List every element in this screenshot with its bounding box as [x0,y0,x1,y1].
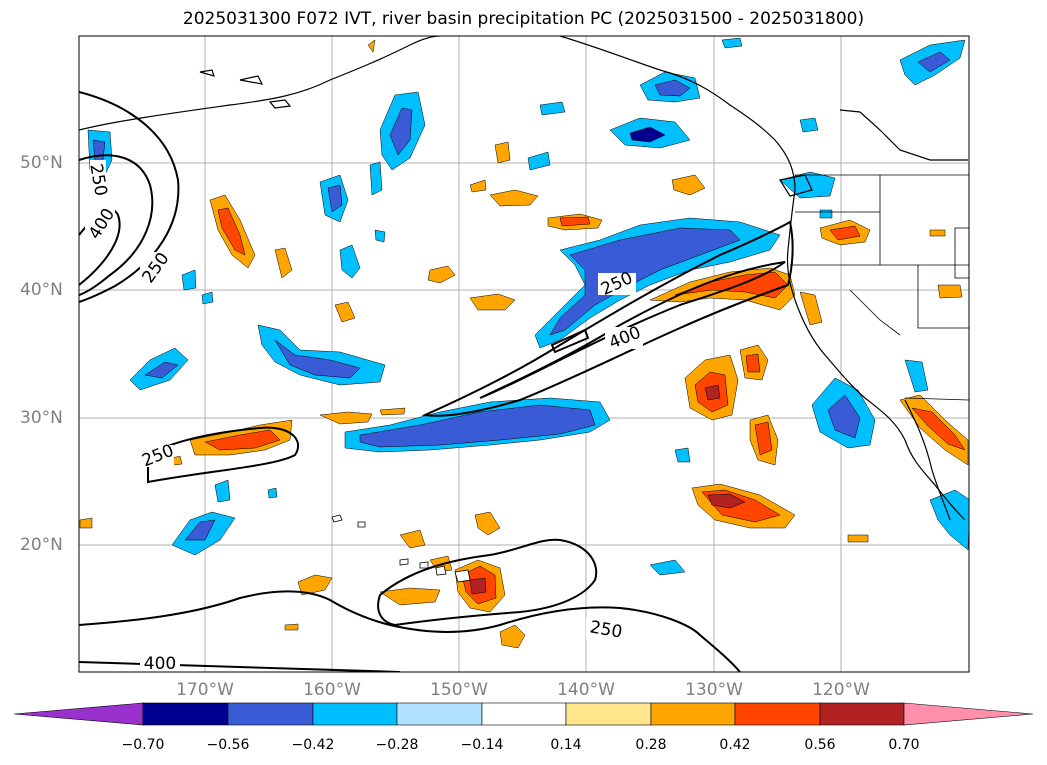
colorbar-tick-label: −0.28 [375,737,419,753]
longitude-label: 160°W [303,680,361,700]
longitude-label: 170°W [176,680,234,700]
ivt-contour-labels: 250 400 250 250 400 250 250 400 [85,160,644,674]
longitude-label: 150°W [430,680,488,700]
longitude-label: 140°W [557,680,615,700]
latitude-label: 40°N [20,280,63,300]
colorbar-tick-label: 0.56 [804,737,836,753]
map-title: 2025031300 F072 IVT, river basin precipi… [182,9,865,29]
colorbar-tick-label: 0.42 [719,737,751,753]
map-frame [78,35,970,673]
colorbar-segment [565,702,652,726]
colorbar-tick-label: 0.28 [635,737,667,753]
colorbar-segment [312,702,398,726]
positive-precip-pc-shading [79,39,969,649]
ivt-contours [79,91,794,672]
colorbar-under-extension [13,702,144,726]
colorbar-segment [142,702,229,726]
longitude-label: 130°W [685,680,743,700]
latitude-label: 30°N [20,408,63,428]
longitude-label: 120°W [812,680,870,700]
colorbar-tick-label: −0.70 [121,737,165,753]
colorbar-tick-label: −0.56 [206,737,250,753]
colorbar-segment [481,702,567,726]
colorbar-tick-label: −0.14 [460,737,504,753]
colorbar-tick-label: 0.14 [550,737,582,753]
map-gridlines [79,36,969,672]
latitude-label: 50°N [20,153,63,173]
latitude-label: 20°N [20,535,63,555]
colorbar-segment [227,702,314,726]
coastlines [79,36,968,521]
colorbar-segment [650,702,736,726]
contour-label: 250 [85,162,110,197]
contour-label: 400 [144,654,176,674]
colorbar [13,702,1034,726]
colorbar-segment [734,702,821,726]
negative-precip-pc-shading [87,37,969,576]
political-borders [790,174,969,401]
colorbar-over-extension [903,702,1034,726]
hawaiian-islands [331,514,471,583]
colorbar-segment [819,702,905,726]
colorbar-tick-label: 0.70 [888,737,920,753]
colorbar-tick-label: −0.42 [291,737,335,753]
colorbar-segment [396,702,483,726]
